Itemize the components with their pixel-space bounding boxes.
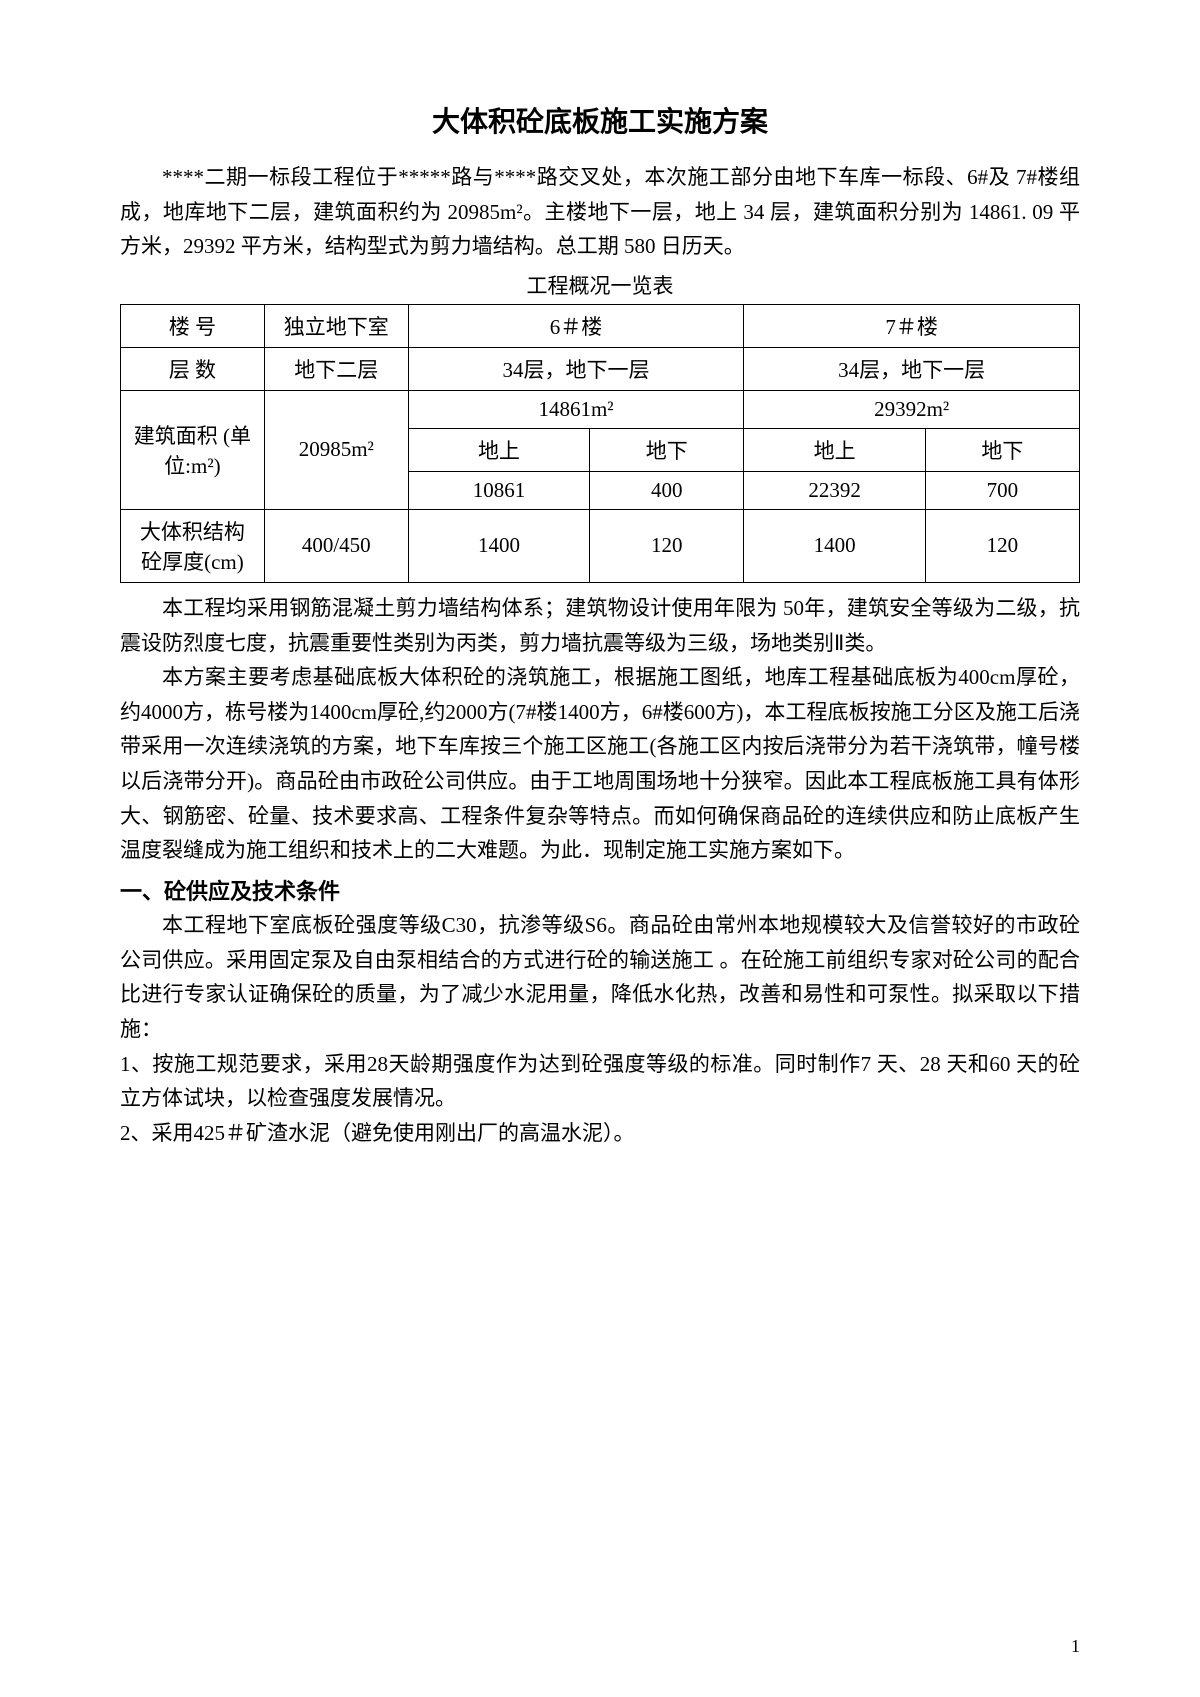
body-para: 本方案主要考虑基础底板大体积砼的浇筑施工，根据施工图纸，地库工程基础底板为400…	[120, 660, 1080, 868]
cell: 22392	[744, 471, 926, 509]
list-item: 1、按施工规范要求，采用28天龄期强度作为达到砼强度等级的标准。同时制作7 天、…	[120, 1047, 1080, 1116]
cell-label: 建筑面积 (单位:m²)	[121, 390, 265, 509]
page-number: 1	[1071, 1636, 1080, 1657]
cell: 34层，地下一层	[744, 347, 1080, 390]
table-row: 建筑面积 (单位:m²) 20985m² 14861m² 29392m²	[121, 390, 1080, 428]
cell: 地上	[744, 428, 926, 471]
cell: 1400	[744, 509, 926, 582]
table-row: 楼 号 独立地下室 6＃楼 7＃楼	[121, 304, 1080, 347]
header-cell: 独立地下室	[264, 304, 408, 347]
cell: 34层，地下一层	[408, 347, 744, 390]
header-cell: 6＃楼	[408, 304, 744, 347]
cell: 10861	[408, 471, 590, 509]
cell: 1400	[408, 509, 590, 582]
cell: 地下二层	[264, 347, 408, 390]
list-item: 2、采用425＃矿渣水泥（避免使用刚出厂的高温水泥）。	[120, 1116, 1080, 1151]
table-row: 层 数 地下二层 34层，地下一层 34层，地下一层	[121, 347, 1080, 390]
cell: 地下	[590, 428, 744, 471]
body-para: 本工程均采用钢筋混凝土剪力墙结构体系；建筑物设计使用年限为 50年，建筑安全等级…	[120, 591, 1080, 660]
table-caption: 工程概况一览表	[120, 270, 1080, 300]
cell: 700	[925, 471, 1079, 509]
intro-para: ****二期一标段工程位于*****路与****路交叉处，本次施工部分由地下车库…	[120, 160, 1080, 264]
cell-label: 大体积结构 砼厚度(cm)	[121, 509, 265, 582]
cell: 29392m²	[744, 390, 1080, 428]
cell: 20985m²	[264, 390, 408, 509]
cell: 14861m²	[408, 390, 744, 428]
cell: 400/450	[264, 509, 408, 582]
cell: 地上	[408, 428, 590, 471]
overview-table: 楼 号 独立地下室 6＃楼 7＃楼 层 数 地下二层 34层，地下一层 34层，…	[120, 304, 1080, 583]
section-para: 本工程地下室底板砼强度等级C30，抗渗等级S6。商品砼由常州本地规模较大及信誉较…	[120, 908, 1080, 1047]
header-cell: 7＃楼	[744, 304, 1080, 347]
cell: 地下	[925, 428, 1079, 471]
cell-label: 层 数	[121, 347, 265, 390]
cell: 400	[590, 471, 744, 509]
doc-title: 大体积砼底板施工实施方案	[120, 100, 1080, 140]
header-cell: 楼 号	[121, 304, 265, 347]
section-heading: 一、砼供应及技术条件	[120, 874, 1080, 906]
table-row: 大体积结构 砼厚度(cm) 400/450 1400 120 1400 120	[121, 509, 1080, 582]
cell: 120	[590, 509, 744, 582]
cell: 120	[925, 509, 1079, 582]
